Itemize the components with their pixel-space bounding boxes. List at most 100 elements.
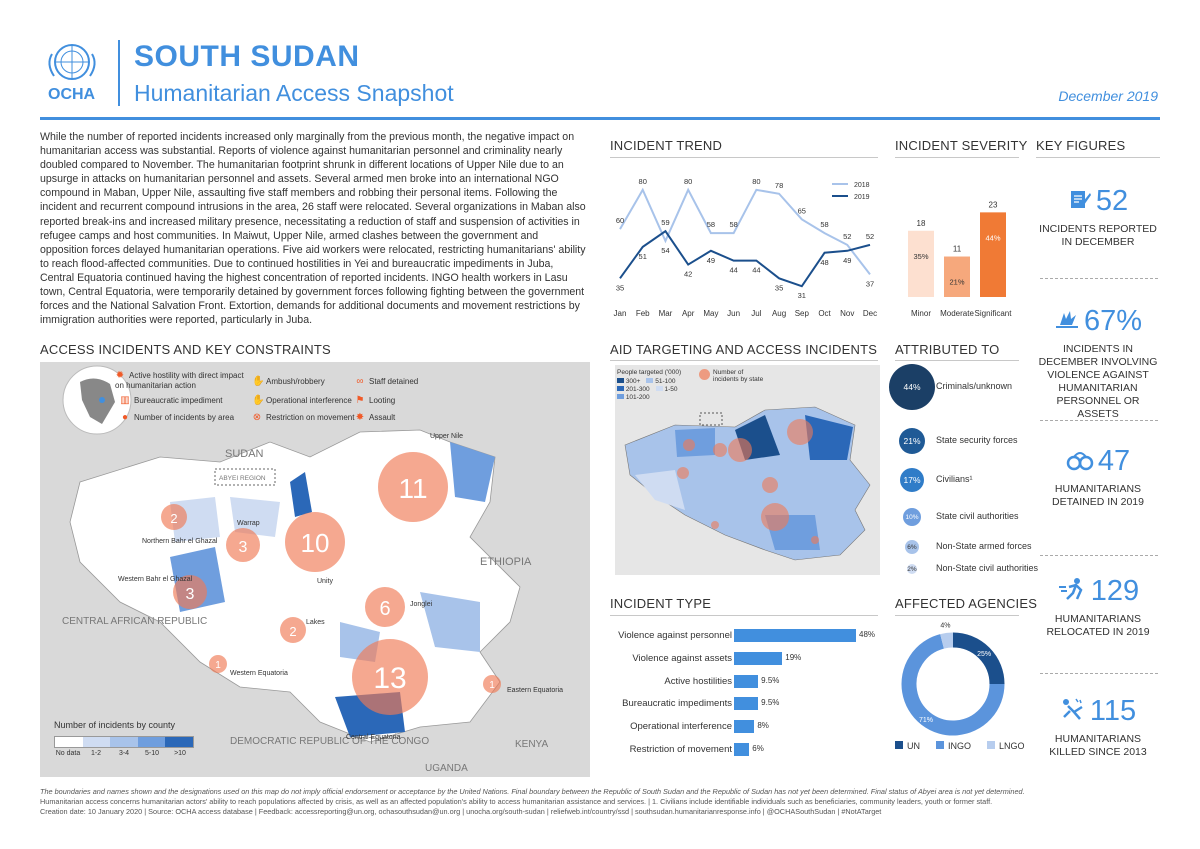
handcuffs-icon (1066, 446, 1094, 479)
county-label: 5-10 (144, 750, 159, 757)
trend-data-label: 52 (843, 232, 851, 241)
donut-label: 71% (919, 717, 933, 724)
incident-type-bar (734, 720, 755, 734)
trend-line-2018 (619, 187, 871, 276)
trend-data-label: 42 (684, 270, 692, 279)
label-car: CENTRAL AFRICAN REPUBLIC (62, 616, 207, 627)
incident-trend-chart: Jan Feb Mar Apr May Jun Jul Aug Sep Oct Nov Dec 60 80… (614, 177, 878, 318)
trend-x-label: Aug (772, 309, 786, 318)
key-figure-value: 115 (1089, 695, 1137, 727)
trend-x-label: May (703, 309, 718, 318)
footer-credits: Creation date: 10 January 2020 | Source:… (40, 807, 882, 816)
severity-category: Significant (975, 309, 1013, 318)
incident-severity-rule (895, 157, 1019, 158)
key-figure-separator (1040, 673, 1158, 674)
page-title: SOUTH SUDAN (134, 40, 360, 73)
severity-bar (980, 212, 1006, 297)
trend-x-label: Jun (727, 309, 740, 318)
label-abyei: ABYEI REGION (219, 475, 266, 482)
county-label: No data (55, 750, 81, 757)
report-date: December 2019 (1058, 88, 1158, 104)
attributed-circle: 10% (903, 508, 921, 526)
label-jonglei: Jonglei (410, 601, 433, 608)
county-shade (420, 592, 480, 652)
map-bubble-label: 2 (170, 511, 177, 526)
aid-targeting-title: AID TARGETING AND ACCESS INCIDENTS (610, 342, 878, 357)
trend-data-label: 48 (820, 258, 828, 267)
map-bubble-label: 3 (239, 539, 248, 556)
trend-x-label: Nov (840, 309, 854, 318)
incident-type-value: 8% (757, 721, 769, 731)
incident-type-row: Violence against assets 19% (608, 649, 888, 669)
incident-type-label: Active hostilities (664, 675, 732, 687)
severity-bar (908, 230, 934, 297)
state-labels: Upper Nile Warrap Northern Bahr el Ghaza… (118, 433, 563, 741)
header-rule (40, 117, 1160, 120)
county-legend-scale (54, 736, 194, 748)
severity-value: 18 (917, 219, 926, 228)
legend-ambush: ✋ Ambush/robbery (252, 376, 325, 387)
map-bubble (173, 575, 207, 609)
key-figure-label: HUMANITARIANS DETAINED IN 2019 (1051, 482, 1144, 508)
label-ce: Central Equatoria (346, 734, 401, 741)
key-figures-rule (1036, 157, 1160, 158)
attributed-label: Non-State civil authorities (936, 563, 1039, 573)
map-bubble (226, 528, 260, 562)
donut-legend-swatch (987, 741, 996, 749)
assault-icon: ✸ (355, 412, 365, 423)
incident-type-bar (734, 697, 759, 711)
trend-data-label: 58 (729, 220, 737, 229)
map-labels: SUDAN ABYEI REGION ETHIOPIA CENTRAL AFRI… (62, 448, 548, 774)
county-label: 1-2 (90, 750, 102, 757)
map-bubble-label: 10 (301, 528, 330, 558)
incident-type-value: 48% (859, 630, 876, 639)
county-legend-title: Number of incidents by county (54, 720, 176, 730)
trend-data-label: 58 (820, 220, 828, 229)
aid-region (635, 470, 685, 510)
trend-data-label: 54 (661, 246, 669, 255)
attributed-to-title: ATTRIBUTED TO (895, 342, 1000, 357)
aid-targeting-rule (610, 360, 878, 361)
attributed-label: Civilians¹ (936, 474, 973, 484)
trend-data-label: 80 (752, 177, 760, 186)
incident-type-bar (734, 743, 750, 756)
severity-percent: 21% (949, 278, 964, 287)
aid-region (675, 428, 715, 457)
county-shade (230, 497, 280, 537)
legend-num-incidents: ● Number of incidents by area (121, 412, 235, 423)
key-figure-label: HUMANITARIANS RELOCATED IN 2019 (1046, 612, 1150, 638)
attributed-label: Criminals/unknown (936, 381, 1013, 391)
aid-targeting-map: People targeted ('000) 300+ 51-100 201-3… (615, 365, 880, 575)
trend-legend-label: 2019 (854, 194, 870, 201)
trend-x-label: Jan (614, 309, 627, 318)
page-subtitle: Humanitarian Access Snapshot (134, 80, 454, 106)
explosion-icon: ✹ (115, 370, 125, 381)
incident-type-row: Bureaucratic impediments 9.5% (608, 694, 888, 714)
affected-agencies-rule (895, 615, 1019, 616)
south-sudan-shape (69, 429, 521, 743)
footer-definition: Humanitarian access concerns humanitaria… (40, 797, 993, 806)
county-swatch (55, 737, 83, 747)
legend-assault: ✸ Assault (355, 412, 396, 423)
operational-icon: ✋ (252, 395, 265, 406)
killed-icon (1060, 696, 1086, 729)
incident-type-row: Violence against personnel 48% (608, 626, 888, 646)
attributed-circle: 21% (899, 428, 925, 454)
severity-value: 11 (953, 245, 962, 254)
key-figure-relocated: 129 HUMANITARIANS RELOCATED IN 2019 (1036, 575, 1160, 639)
affected-agencies-title: AFFECTED AGENCIES (895, 596, 1038, 611)
trend-data-label: 65 (798, 206, 806, 215)
donut-segment-INGO (901, 634, 1005, 736)
label-lakes: Lakes (306, 619, 325, 626)
looting-icon: ⚑ (355, 395, 365, 406)
attributed-circle: 6% (905, 540, 919, 554)
map-bubble-label: 1 (215, 660, 221, 671)
aid-bubbles (677, 419, 819, 544)
aid-legend-range: 51-100 (646, 378, 676, 385)
access-map-title: ACCESS INCIDENTS AND KEY CONSTRAINTS (40, 342, 331, 357)
key-figure-value: 47 (1097, 445, 1131, 477)
trend-data-label: 49 (707, 256, 715, 265)
legend-staff-detained: ∞ Staff detained (356, 376, 419, 387)
trend-x-label: Sep (795, 309, 810, 318)
donut-label: 25% (977, 651, 991, 658)
